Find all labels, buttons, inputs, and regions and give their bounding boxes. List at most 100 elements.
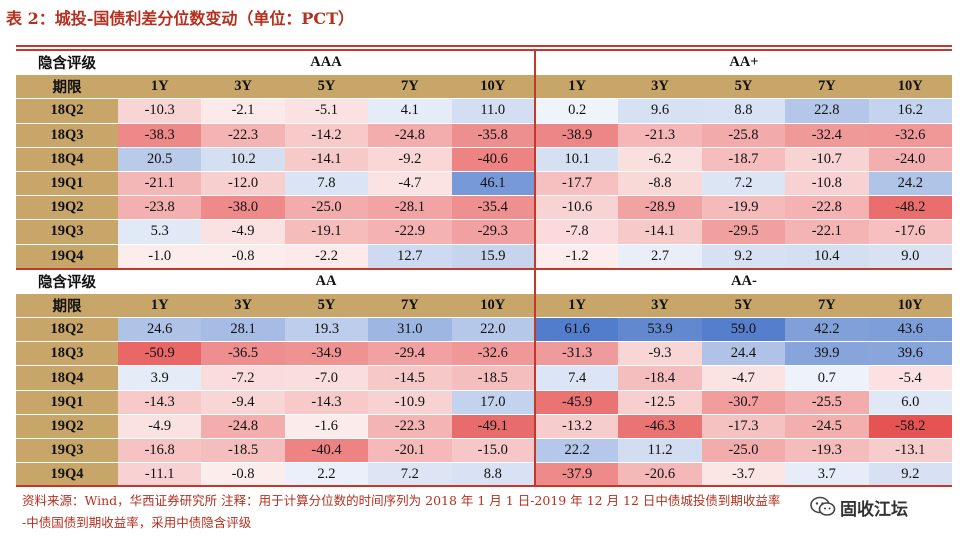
- value-cell: -25.8: [701, 123, 786, 148]
- value-cell: -14.1: [284, 147, 369, 172]
- value-cell: 43.6: [868, 317, 952, 343]
- term-header-7y: 7Y: [368, 293, 452, 319]
- group-header-row: 隐含评级 AA AA-: [16, 267, 952, 294]
- quarter-label: 19Q3: [16, 438, 118, 464]
- value-cell: 10.1: [533, 147, 619, 172]
- quarter-label: 18Q4: [16, 365, 118, 391]
- term-header-3y: 3Y: [201, 293, 285, 319]
- value-cell: 19.3: [284, 317, 369, 343]
- quarter-label: 18Q4: [16, 147, 118, 172]
- value-cell: -28.1: [368, 195, 452, 221]
- value-cell: 61.6: [533, 317, 619, 343]
- source-rule: [16, 485, 952, 487]
- source-note-line-2: -中债国债到期收益率，采用中债隐含评级: [22, 515, 252, 530]
- value-cell: -14.5: [368, 365, 452, 391]
- value-cell: -37.9: [533, 462, 619, 488]
- value-cell: 2.7: [618, 244, 702, 270]
- value-cell: -58.2: [868, 414, 952, 440]
- value-cell: -17.3: [701, 414, 786, 440]
- value-cell: -18.5: [201, 438, 285, 464]
- spread-percentile-table: 隐含评级 AAA AA+ 期限 1Y 3Y 5Y 7Y 10Y 1Y 3Y 5Y 7Y 10Y 18Q2 -1…: [16, 49, 952, 488]
- value-cell: 24.2: [868, 171, 952, 197]
- value-cell: -4.7: [701, 365, 786, 391]
- table-row: 19Q1 -21.1 -12.0 7.8 -4.7 46.1 -17.7 -8.8 7.2 -10…: [16, 171, 952, 197]
- term-header-row: 期限 1Y 3Y 5Y 7Y 10Y 1Y 3Y 5Y 7Y 10Y: [16, 293, 952, 319]
- term-header-10y: 10Y: [868, 293, 952, 319]
- value-cell: -21.1: [118, 171, 202, 197]
- value-cell: -17.6: [868, 219, 952, 245]
- value-cell: -32.6: [868, 123, 952, 148]
- value-cell: 24.4: [701, 341, 786, 367]
- value-cell: 11.0: [451, 98, 535, 124]
- quarter-label: 18Q3: [16, 123, 118, 148]
- value-cell: 4.1: [368, 98, 452, 124]
- value-cell: 22.2: [533, 438, 619, 464]
- table-row: 18Q3 -38.3 -22.3 -14.2 -24.8 -35.8 -38.9 -21.3-…: [16, 123, 952, 148]
- value-cell: 7.8: [284, 171, 369, 197]
- term-header-1y: 1Y: [533, 74, 619, 100]
- term-header-10y: 10Y: [868, 74, 952, 100]
- table-row: 19Q1 -14.3 -9.4 -14.3 -10.9 17.0 -45.9 -12.5 -30…: [16, 390, 952, 415]
- value-cell: 9.6: [618, 98, 702, 124]
- value-cell: -34.9: [284, 341, 369, 367]
- value-cell: 0.2: [533, 98, 619, 124]
- rating-group-aa-plus: AA+: [533, 49, 952, 76]
- value-cell: -10.7: [785, 147, 869, 172]
- value-cell: -3.7: [701, 462, 786, 488]
- value-cell: -4.9: [201, 219, 285, 245]
- value-cell: -12.0: [201, 171, 285, 197]
- table-row: 19Q3 5.3 -4.9 -19.1 -22.9 -29.3 -7.8 -14.1 -29.5…: [16, 219, 952, 245]
- value-cell: -36.5: [201, 341, 285, 367]
- value-cell: -40.4: [284, 438, 369, 464]
- table-row: 19Q2 -23.8 -38.0 -25.0 -28.1 -35.4 -10.6 -28.9-…: [16, 195, 952, 221]
- value-cell: -18.7: [701, 147, 786, 172]
- term-header-10y: 10Y: [451, 293, 535, 319]
- value-cell: -6.2: [618, 147, 702, 172]
- quarter-label: 19Q1: [16, 171, 118, 197]
- value-cell: -11.1: [118, 462, 202, 488]
- value-cell: 3.7: [785, 462, 869, 488]
- quarter-label: 18Q2: [16, 317, 118, 343]
- quarter-label: 19Q2: [16, 414, 118, 440]
- value-cell: -13.1: [868, 438, 952, 464]
- value-cell: -1.6: [284, 414, 369, 440]
- value-cell: -17.7: [533, 171, 619, 197]
- value-cell: -10.8: [785, 171, 869, 197]
- value-cell: 9.0: [868, 244, 952, 270]
- value-cell: -22.3: [201, 123, 285, 148]
- value-cell: -22.9: [368, 219, 452, 245]
- value-cell: -14.2: [284, 123, 369, 148]
- rating-group-aa-minus: AA-: [533, 267, 952, 294]
- value-cell: -1.0: [118, 244, 202, 270]
- value-cell: -35.8: [451, 123, 535, 148]
- value-cell: -2.1: [201, 98, 285, 124]
- term-header-10y: 10Y: [451, 74, 535, 100]
- value-cell: -18.5: [451, 365, 535, 391]
- table-row: 19Q4 -1.0 -0.8 -2.2 12.7 15.9 -1.2 2.7 9.2 10.4 9.…: [16, 244, 952, 270]
- value-cell: -8.8: [618, 171, 702, 197]
- value-cell: -0.8: [201, 462, 285, 488]
- value-cell: -28.9: [618, 195, 702, 221]
- value-cell: -1.2: [533, 244, 619, 270]
- value-cell: -20.1: [368, 438, 452, 464]
- value-cell: -38.9: [533, 123, 619, 148]
- value-cell: -23.8: [118, 195, 202, 221]
- value-cell: -48.2: [868, 195, 952, 221]
- value-cell: 7.2: [368, 462, 452, 488]
- term-header-1y: 1Y: [533, 293, 619, 319]
- term-header-row: 期限 1Y 3Y 5Y 7Y 10Y 1Y 3Y 5Y 7Y 10Y: [16, 74, 952, 100]
- value-cell: 10.2: [201, 147, 285, 172]
- value-cell: 16.2: [868, 98, 952, 124]
- term-header-3y: 3Y: [618, 74, 702, 100]
- rating-group-aaa: AAA: [118, 49, 535, 76]
- value-cell: -49.1: [451, 414, 535, 440]
- value-cell: 12.7: [368, 244, 452, 270]
- value-cell: 22.0: [451, 317, 535, 343]
- quarter-label: 19Q3: [16, 219, 118, 245]
- value-cell: -7.0: [284, 365, 369, 391]
- value-cell: -46.3: [618, 414, 702, 440]
- value-cell: -22.1: [785, 219, 869, 245]
- term-header-3y: 3Y: [201, 74, 285, 100]
- value-cell: -29.3: [451, 219, 535, 245]
- value-cell: -14.3: [118, 390, 202, 415]
